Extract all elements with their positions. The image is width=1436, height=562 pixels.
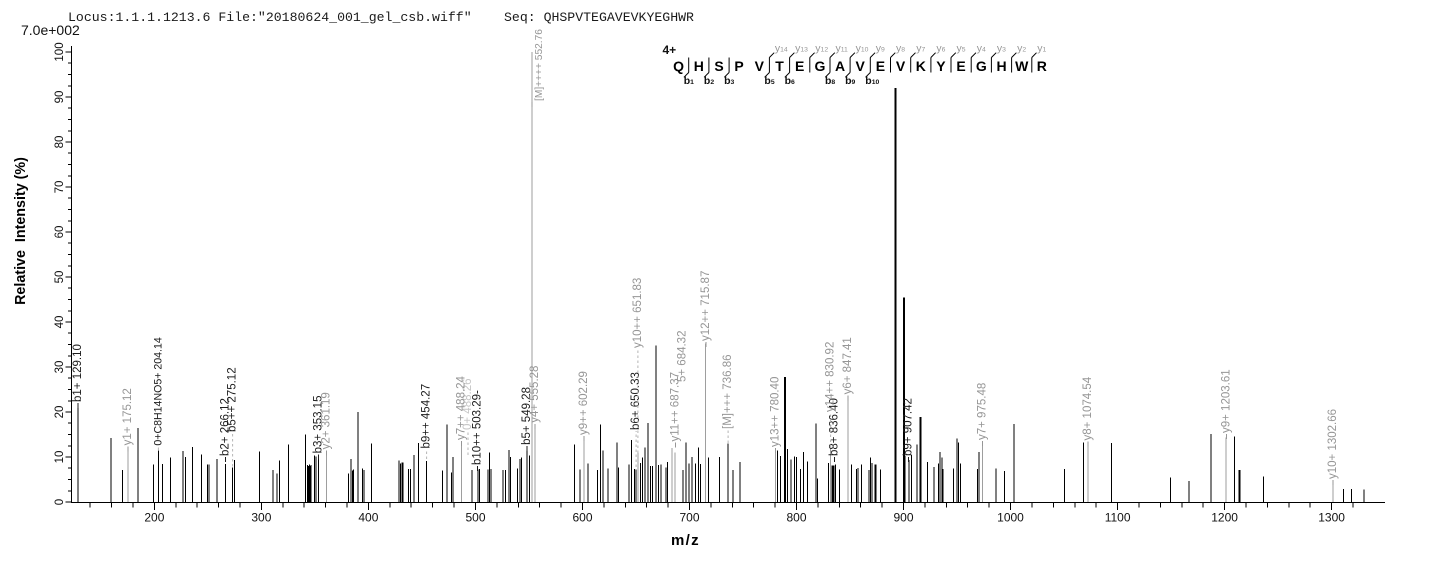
svg-text:E: E: [956, 58, 965, 74]
svg-text:y6+ 847.41: y6+ 847.41: [842, 337, 854, 394]
svg-text:V: V: [755, 58, 765, 74]
svg-text:V: V: [896, 58, 906, 74]
svg-text:y11++ 687.37: y11++ 687.37: [670, 372, 682, 442]
svg-text:20: 20: [54, 406, 66, 419]
svg-text:P: P: [734, 58, 743, 74]
svg-text:b8: b8: [825, 75, 835, 87]
svg-text:[M]+++ 736.86: [M]+++ 736.86: [722, 355, 734, 430]
svg-text:b9: b9: [845, 75, 855, 87]
svg-text:7.0e+002: 7.0e+002: [21, 22, 80, 38]
svg-text:600: 600: [572, 511, 592, 525]
svg-text:b8+ 836.40: b8+ 836.40: [829, 398, 841, 456]
svg-text:1100: 1100: [1105, 511, 1131, 525]
svg-text:y1: y1: [1037, 43, 1046, 55]
svg-text:H: H: [996, 58, 1006, 74]
svg-text:y1+ 175.12: y1+ 175.12: [122, 388, 134, 445]
svg-text:50: 50: [54, 271, 66, 284]
svg-text:y10++ 651.83: y10++ 651.83: [632, 278, 644, 348]
svg-text:W: W: [1015, 58, 1029, 74]
svg-text:700: 700: [679, 511, 699, 525]
svg-text:[M]++++ 552.76: [M]++++ 552.76: [534, 29, 545, 101]
svg-text:b6+ 650.33: b6+ 650.33: [630, 372, 642, 430]
svg-text:y6: y6: [936, 43, 945, 55]
svg-text:y14++ 830.92: y14++ 830.92: [825, 342, 837, 412]
svg-text:b9++ 454.27: b9++ 454.27: [421, 384, 433, 449]
svg-text:G: G: [976, 58, 987, 74]
svg-text:30: 30: [54, 361, 66, 374]
svg-text:y7: y7: [916, 43, 925, 55]
svg-text:4+: 4+: [663, 43, 677, 57]
svg-text:70: 70: [54, 181, 66, 194]
svg-text:E: E: [876, 58, 885, 74]
svg-text:K: K: [916, 58, 926, 74]
svg-text:1200: 1200: [1211, 511, 1238, 525]
svg-text:b5++ 275.12: b5++ 275.12: [227, 367, 239, 432]
svg-text:S: S: [714, 58, 723, 74]
svg-text:b6: b6: [785, 75, 795, 87]
svg-text:b10++ 503.29-: b10++ 503.29-: [472, 390, 484, 465]
svg-text:1300: 1300: [1318, 511, 1345, 525]
svg-text:y13++ 780.40: y13++ 780.40: [770, 377, 782, 447]
svg-text:b5+ 549.28: b5+ 549.28: [521, 387, 533, 445]
svg-text:100: 100: [54, 42, 66, 61]
svg-text:200: 200: [144, 511, 164, 525]
svg-text:b2: b2: [704, 75, 714, 87]
svg-text:0: 0: [54, 499, 66, 505]
svg-text:y7++ 488.24: y7++ 488.24: [456, 375, 468, 440]
svg-text:b2+ 266.12: b2+ 266.12: [219, 398, 231, 456]
svg-text:Seq: QHSPVTEGAVEVKYEGHWR: Seq: QHSPVTEGAVEVKYEGHWR: [504, 10, 694, 25]
svg-text:800: 800: [786, 511, 806, 525]
svg-text:R: R: [1037, 58, 1047, 74]
svg-text:300: 300: [251, 511, 271, 525]
svg-text:m/z: m/z: [671, 532, 700, 549]
svg-text:10: 10: [54, 451, 66, 464]
svg-text:Relative Intensity (%): Relative Intensity (%): [13, 157, 29, 305]
svg-text:Q: Q: [673, 58, 684, 74]
svg-text:400: 400: [358, 511, 378, 525]
svg-text:y2+ 361.19: y2+ 361.19: [321, 392, 333, 449]
svg-text:y3: y3: [997, 43, 1006, 55]
svg-text:5+ 684.32: 5+ 684.32: [676, 331, 688, 382]
svg-text:y4: y4: [977, 43, 986, 55]
svg-text:G: G: [814, 58, 825, 74]
svg-text:90: 90: [54, 91, 66, 104]
svg-text:b1: b1: [684, 75, 694, 87]
svg-text:y10+ 1302.66: y10+ 1302.66: [1327, 409, 1339, 479]
svg-text:y9: y9: [876, 43, 885, 55]
svg-text:V: V: [856, 58, 866, 74]
svg-text:y8+ 1074.54: y8+ 1074.54: [1082, 376, 1094, 440]
svg-text:E: E: [795, 58, 804, 74]
svg-text:b3: b3: [724, 75, 734, 87]
svg-text:0+ 488.26: 0+ 488.26: [462, 379, 474, 430]
svg-text:b5: b5: [764, 75, 774, 87]
svg-text:500: 500: [465, 511, 485, 525]
svg-text:y12++ 715.87: y12++ 715.87: [700, 271, 712, 341]
svg-text:y7+ 975.48: y7+ 975.48: [977, 383, 989, 440]
svg-text:Y: Y: [936, 58, 946, 74]
svg-text:y9++ 602.29: y9++ 602.29: [578, 371, 590, 435]
svg-text:H: H: [694, 58, 704, 74]
svg-text:b1+ 129.10: b1+ 129.10: [72, 344, 84, 402]
svg-text:A: A: [835, 58, 845, 74]
svg-text:y8: y8: [896, 43, 905, 55]
svg-text:y4+ 555.28: y4+ 555.28: [529, 366, 541, 423]
svg-text:y5: y5: [957, 43, 966, 55]
svg-text:60: 60: [54, 226, 66, 239]
svg-text:b9+ 907.42: b9+ 907.42: [903, 398, 915, 456]
svg-text:900: 900: [893, 511, 913, 525]
svg-text:0+C8H14NO5+ 204.14: 0+C8H14NO5+ 204.14: [152, 337, 164, 445]
svg-text:80: 80: [54, 136, 66, 149]
svg-text:y9+ 1203.61: y9+ 1203.61: [1221, 369, 1233, 433]
svg-text:1000: 1000: [997, 511, 1024, 525]
svg-text:b3+ 353.15: b3+ 353.15: [312, 396, 324, 454]
svg-text:T: T: [775, 58, 784, 74]
svg-text:Locus:1.1.1.1213.6 File:"20180: Locus:1.1.1.1213.6 File:"20180624_001_ge…: [68, 10, 472, 25]
svg-text:40: 40: [54, 316, 66, 329]
svg-text:y2: y2: [1017, 43, 1026, 55]
